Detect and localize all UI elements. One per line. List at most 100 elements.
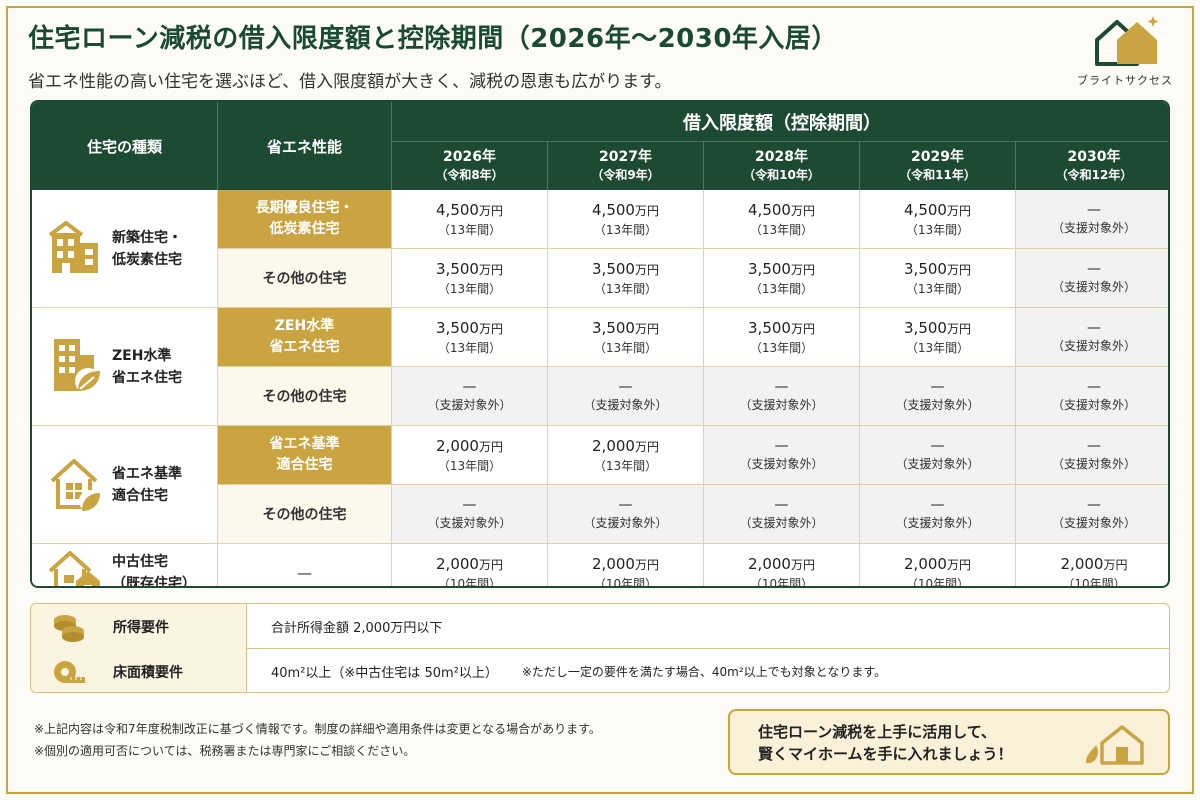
amount-value: 3,500 bbox=[904, 318, 947, 337]
housing-type-line: 省エネ基準 bbox=[112, 465, 182, 482]
floor-requirement-label-cell: 床面積要件 bbox=[31, 649, 247, 692]
coins-icon bbox=[54, 614, 84, 642]
loan-amount: 3,500万円 bbox=[592, 318, 659, 339]
floor-requirement-row: 床面積要件 40m²以上（※中古住宅は 50m²以上） ※ただし一定の要件を満た… bbox=[31, 649, 1169, 692]
not-eligible-label: （支援対象外） bbox=[895, 457, 980, 471]
used-house-icon bbox=[32, 541, 104, 586]
deduction-period: （10年間） bbox=[1062, 576, 1126, 588]
deduction-period: （13年間） bbox=[593, 281, 658, 296]
amount-unit: 万円 bbox=[478, 557, 503, 572]
deduction-period: （10年間） bbox=[437, 576, 502, 588]
performance-label: その他の住宅 bbox=[262, 389, 347, 405]
dash-mark: — bbox=[774, 497, 789, 513]
not-eligible-label: （支援対象外） bbox=[739, 457, 824, 471]
amount-value: 4,500 bbox=[748, 200, 791, 219]
amount-value: 3,500 bbox=[904, 259, 947, 278]
dash-mark: — bbox=[618, 497, 633, 513]
floor-requirement-text: 40m²以上（※中古住宅は 50m²以上） bbox=[271, 666, 498, 681]
loan-limit-cell: 2,000万円 （13年間） bbox=[392, 426, 548, 485]
dash-mark: — bbox=[462, 497, 477, 513]
dash-mark: — bbox=[1087, 202, 1101, 218]
footnote-1: ※上記内容は令和7年度税制改正に基づく情報です。制度の詳細や適用条件は変更となる… bbox=[34, 722, 601, 736]
deduction-period: （13年間） bbox=[437, 281, 502, 296]
house-leaf-icon bbox=[1086, 725, 1144, 765]
housing-type-line: 低炭素住宅 bbox=[112, 251, 182, 268]
year-label: 2029年 bbox=[911, 149, 964, 165]
performance-label: その他の住宅 bbox=[262, 507, 347, 523]
col-header-year: 2026年 （令和8年） bbox=[392, 142, 548, 190]
amount-value: 2,000 bbox=[592, 554, 635, 573]
amount-unit: 万円 bbox=[790, 262, 815, 277]
era-label: （令和9年） bbox=[591, 168, 660, 182]
loan-limit-cell: — （支援対象外） bbox=[704, 485, 860, 544]
amount-value: 2,000 bbox=[436, 436, 479, 455]
performance-cell: — bbox=[218, 544, 392, 586]
dash-mark: — bbox=[1087, 497, 1101, 513]
loan-limit-cell: 2,000万円 （10年間） bbox=[392, 544, 548, 588]
loan-amount: 2,000万円 bbox=[436, 554, 503, 575]
loan-limit-cell: 2,000万円 （10年間） bbox=[1016, 544, 1168, 588]
deduction-period: （13年間） bbox=[905, 222, 970, 237]
amount-unit: 万円 bbox=[478, 321, 503, 336]
banner-line-1: 住宅ローン減税を上手に活用して、 bbox=[758, 723, 997, 741]
income-requirement-row: 所得要件 合計所得金額 2,000万円以下 bbox=[31, 604, 1169, 649]
closing-banner: 住宅ローン減税を上手に活用して、 賢くマイホームを手に入れましょう！ bbox=[728, 709, 1170, 775]
era-label: （令和11年） bbox=[899, 168, 976, 182]
deduction-period: （13年間） bbox=[437, 340, 502, 355]
housing-type-cell: 省エネ基準 適合住宅 bbox=[32, 426, 218, 544]
amount-unit: 万円 bbox=[946, 203, 971, 218]
loan-limit-cell: — （支援対象外） bbox=[1016, 426, 1168, 485]
housing-type-line: 適合住宅 bbox=[112, 487, 168, 504]
housing-type-label: ZEH水準 省エネ住宅 bbox=[112, 345, 182, 389]
amount-value: 4,500 bbox=[436, 200, 479, 219]
loan-amount: 3,500万円 bbox=[904, 318, 971, 339]
year-label: 2027年 bbox=[599, 149, 652, 165]
loan-limit-cell: — （支援対象外） bbox=[860, 367, 1016, 426]
deduction-period: （13年間） bbox=[749, 340, 814, 355]
brand-logo: ブライトサクセス bbox=[1070, 12, 1180, 98]
banner-line-2: 賢くマイホームを手に入れましょう！ bbox=[758, 745, 1013, 763]
dash-mark: — bbox=[930, 438, 945, 454]
not-eligible-label: （支援対象外） bbox=[1051, 280, 1136, 294]
amount-value: 2,000 bbox=[1060, 554, 1104, 573]
housing-type-line: 中古住宅 bbox=[112, 554, 168, 570]
loan-limit-cell: 4,500万円 （13年間） bbox=[548, 190, 704, 249]
performance-label: 省エネ基準 bbox=[269, 436, 340, 452]
housing-type-line: （既存住宅） bbox=[112, 576, 196, 588]
performance-label: 長期優良住宅・ bbox=[255, 200, 354, 216]
performance-label: 省エネ住宅 bbox=[269, 339, 340, 355]
amount-value: 3,500 bbox=[748, 259, 791, 278]
loan-limit-cell: — （支援対象外） bbox=[1016, 190, 1168, 249]
deduction-period: （13年間） bbox=[593, 340, 658, 355]
amount-unit: 万円 bbox=[790, 557, 815, 572]
deduction-period: （10年間） bbox=[905, 576, 970, 588]
year-label: 2026年 bbox=[443, 149, 496, 165]
loan-limit-cell: — （支援対象外） bbox=[1016, 308, 1168, 367]
performance-cell: その他の住宅 bbox=[218, 367, 392, 426]
housing-type-label: 省エネ基準 適合住宅 bbox=[112, 463, 182, 507]
loan-amount: 2,000万円 bbox=[1061, 554, 1128, 575]
income-requirement-text: 合計所得金額 2,000万円以下 bbox=[271, 621, 443, 636]
page-title: 住宅ローン減税の借入限度額と控除期間（2026年〜2030年入居） bbox=[28, 24, 838, 54]
not-eligible-label: （支援対象外） bbox=[427, 516, 512, 530]
amount-value: 2,000 bbox=[904, 554, 947, 573]
performance-label: — bbox=[297, 564, 312, 582]
not-eligible-label: （支援対象外） bbox=[1051, 398, 1136, 412]
housing-type-cell: 中古住宅 （既存住宅） bbox=[32, 541, 218, 588]
banner-text: 住宅ローン減税を上手に活用して、 賢くマイホームを手に入れましょう！ bbox=[758, 721, 1013, 765]
loan-limit-cell: — （支援対象外） bbox=[392, 485, 548, 544]
loan-limit-cell: 4,500万円 （13年間） bbox=[392, 190, 548, 249]
deduction-period: （13年間） bbox=[437, 222, 502, 237]
loan-limit-cell: 3,500万円 （13年間） bbox=[704, 249, 860, 308]
amount-unit: 万円 bbox=[634, 203, 659, 218]
loan-limit-cell: 4,500万円 （13年間） bbox=[860, 190, 1016, 249]
performance-cell: その他の住宅 bbox=[218, 485, 392, 544]
requirements-box: 所得要件 合計所得金額 2,000万円以下 床面積要件 40m²以上（※中古住宅… bbox=[30, 603, 1170, 693]
loan-limit-cell: 3,500万円 （13年間） bbox=[548, 308, 704, 367]
amount-value: 2,000 bbox=[436, 554, 479, 573]
amount-unit: 万円 bbox=[478, 203, 503, 218]
amount-value: 2,000 bbox=[592, 436, 635, 455]
loan-limit-cell: 2,000万円 （10年間） bbox=[548, 544, 704, 586]
page-subtitle: 省エネ性能の高い住宅を選ぶほど、借入限度額が大きく、減税の恩恵も広がります。 bbox=[28, 72, 672, 92]
income-requirement-value: 合計所得金額 2,000万円以下 bbox=[271, 604, 442, 649]
